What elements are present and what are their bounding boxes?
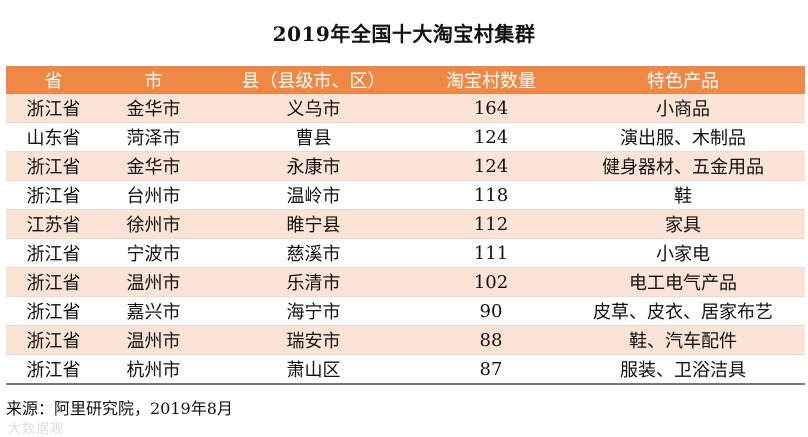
header-province: 省: [6, 66, 101, 94]
cell-province: 浙江省: [6, 238, 101, 268]
cell-county: 温岭市: [206, 180, 421, 210]
header-county: 县（县级市、区）: [206, 66, 421, 94]
cell-county: 乐清市: [206, 267, 421, 297]
cell-county: 海宁市: [206, 296, 421, 326]
header-row: 省 市 县（县级市、区） 淘宝村数量 特色产品: [6, 66, 805, 94]
cell-city: 台州市: [101, 180, 206, 210]
cell-count: 112: [421, 209, 561, 239]
table-row: 江苏省 徐州市 睢宁县 112 家具: [6, 209, 805, 239]
cell-products: 小家电: [561, 238, 805, 268]
cell-count: 124: [421, 151, 561, 181]
cell-city: 杭州市: [101, 354, 206, 385]
table-row: 山东省 菏泽市 曹县 124 演出服、木制品: [6, 122, 805, 152]
cell-province: 浙江省: [6, 325, 101, 355]
cell-city: 宁波市: [101, 238, 206, 268]
watermark: 大数据观: [8, 422, 65, 437]
cell-count: 124: [421, 122, 561, 152]
cell-province: 山东省: [6, 122, 101, 152]
cell-city: 嘉兴市: [101, 296, 206, 326]
cell-county: 慈溪市: [206, 238, 421, 268]
table-row: 浙江省 温州市 瑞安市 88 鞋、汽车配件: [6, 325, 805, 355]
cell-city: 金华市: [101, 151, 206, 181]
chart-title: 2019年全国十大淘宝村集群: [272, 22, 536, 46]
cell-province: 浙江省: [6, 296, 101, 326]
cell-count: 164: [421, 94, 561, 123]
cell-count: 90: [421, 296, 561, 326]
cell-products: 电工电气产品: [561, 267, 805, 297]
cell-products: 服装、卫浴洁具: [561, 354, 805, 385]
table-row: 浙江省 金华市 义乌市 164 小商品: [6, 94, 805, 123]
header-village-count: 淘宝村数量: [421, 66, 561, 94]
cell-county: 曹县: [206, 122, 421, 152]
cell-province: 浙江省: [6, 180, 101, 210]
cell-province: 浙江省: [6, 94, 101, 123]
cell-city: 温州市: [101, 325, 206, 355]
cell-city: 徐州市: [101, 209, 206, 239]
cell-county: 睢宁县: [206, 209, 421, 239]
cell-province: 浙江省: [6, 354, 101, 385]
cell-products: 家具: [561, 209, 805, 239]
cell-count: 88: [421, 325, 561, 355]
cell-products: 皮草、皮衣、居家布艺: [561, 296, 805, 326]
cell-count: 118: [421, 180, 561, 210]
header-city: 市: [101, 66, 206, 94]
cell-products: 健身器材、五金用品: [561, 151, 805, 181]
cell-city: 温州市: [101, 267, 206, 297]
cell-products: 小商品: [561, 94, 805, 123]
cell-county: 永康市: [206, 151, 421, 181]
table-row: 浙江省 温州市 乐清市 102 电工电气产品: [6, 267, 805, 297]
table-row: 浙江省 嘉兴市 海宁市 90 皮草、皮衣、居家布艺: [6, 296, 805, 326]
table-body: 浙江省 金华市 义乌市 164 小商品 山东省 菏泽市 曹县 124 演出服、木…: [6, 94, 805, 385]
cell-count: 102: [421, 267, 561, 297]
cell-county: 义乌市: [206, 94, 421, 123]
table-row: 浙江省 杭州市 萧山区 87 服装、卫浴洁具: [6, 354, 805, 385]
cell-products: 演出服、木制品: [561, 122, 805, 152]
cell-count: 87: [421, 354, 561, 385]
table-row: 浙江省 台州市 温岭市 118 鞋: [6, 180, 805, 210]
cell-count: 111: [421, 238, 561, 268]
cell-province: 浙江省: [6, 151, 101, 181]
table-row: 浙江省 金华市 永康市 124 健身器材、五金用品: [6, 151, 805, 181]
table-row: 浙江省 宁波市 慈溪市 111 小家电: [6, 238, 805, 268]
cell-province: 浙江省: [6, 267, 101, 297]
cell-products: 鞋: [561, 180, 805, 210]
header-products: 特色产品: [561, 66, 805, 94]
cell-province: 江苏省: [6, 209, 101, 239]
cell-products: 鞋、汽车配件: [561, 325, 805, 355]
source-note: 来源：阿里研究院，2019年8月: [6, 399, 233, 418]
cell-county: 萧山区: [206, 354, 421, 385]
data-table: 省 市 县（县级市、区） 淘宝村数量 特色产品 浙江省 金华市 义乌市 164 …: [6, 66, 805, 385]
cell-city: 菏泽市: [101, 122, 206, 152]
cell-city: 金华市: [101, 94, 206, 123]
cell-county: 瑞安市: [206, 325, 421, 355]
